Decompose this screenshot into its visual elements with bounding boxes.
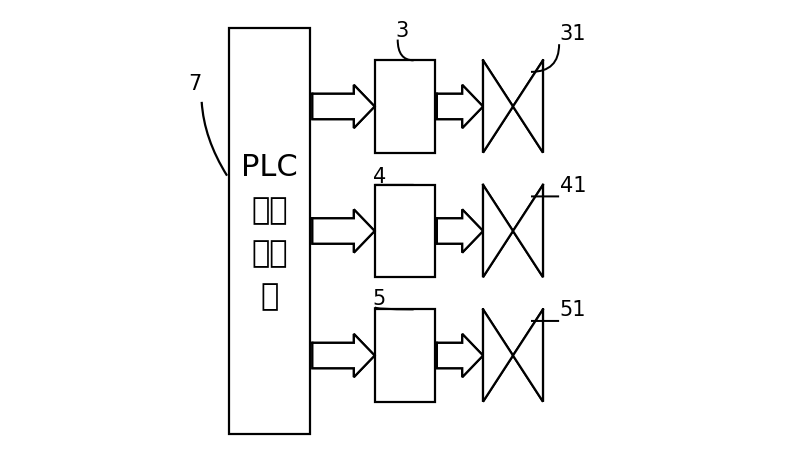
Polygon shape xyxy=(513,310,543,402)
Polygon shape xyxy=(513,186,543,277)
Text: 3: 3 xyxy=(396,21,409,41)
Text: 41: 41 xyxy=(560,175,586,195)
Polygon shape xyxy=(483,186,513,277)
Polygon shape xyxy=(483,310,513,402)
Bar xyxy=(374,310,434,402)
Polygon shape xyxy=(312,86,374,129)
Text: 4: 4 xyxy=(373,166,386,186)
Bar xyxy=(374,61,434,153)
Bar xyxy=(230,29,310,434)
Text: PLC
电器
控制
箱: PLC 电器 控制 箱 xyxy=(242,153,298,310)
Polygon shape xyxy=(312,210,374,253)
Text: 7: 7 xyxy=(188,74,202,94)
Text: 31: 31 xyxy=(560,24,586,44)
Polygon shape xyxy=(312,334,374,377)
Text: 51: 51 xyxy=(560,300,586,320)
Bar xyxy=(374,186,434,277)
Polygon shape xyxy=(483,61,513,153)
Text: 5: 5 xyxy=(373,288,386,308)
Polygon shape xyxy=(437,334,483,377)
Polygon shape xyxy=(437,86,483,129)
Polygon shape xyxy=(513,61,543,153)
Polygon shape xyxy=(437,210,483,253)
